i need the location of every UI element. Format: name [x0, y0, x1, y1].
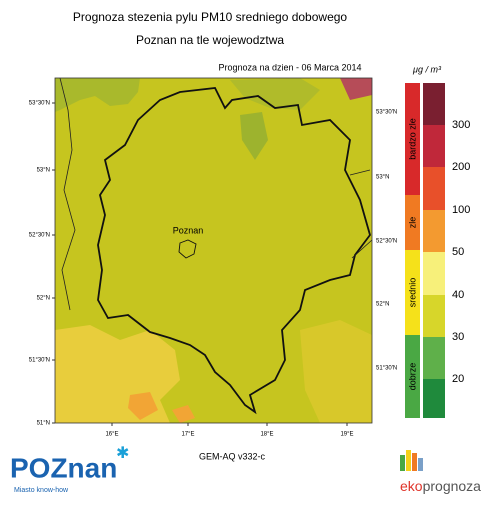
lon-label: 19°E: [340, 432, 353, 438]
concentration-area: [340, 78, 372, 100]
category-label: bardzo zle: [407, 118, 417, 160]
lon-label: 16°E: [105, 432, 118, 438]
legend-tick-label: 200: [452, 161, 470, 173]
color-band: [423, 295, 445, 337]
logo-star: ✱: [116, 445, 129, 462]
color-band: [423, 210, 445, 252]
logo-left-tagline: Miasto know-how: [14, 487, 69, 494]
lat-label: 51°30'N: [376, 366, 397, 372]
city-border: [178, 239, 197, 259]
legend-tick-label: 100: [452, 204, 470, 216]
lat-label: 52°N: [376, 302, 389, 308]
logo-right-prefix: eko: [400, 478, 423, 494]
concentration-area: [240, 112, 268, 160]
color-band: [423, 167, 445, 210]
lat-label: 52°30'N: [29, 233, 50, 239]
category-label: srednio: [407, 278, 417, 308]
category-band: [405, 250, 420, 335]
concentration-area: [55, 78, 140, 112]
category-label: zle: [407, 217, 417, 229]
logo-right: ekoprognoza: [400, 478, 481, 494]
city-label: Poznan: [173, 225, 204, 235]
model-label: GEM-AQ v332-c: [199, 451, 266, 461]
category-band: [405, 335, 420, 418]
lat-label: 53°30'N: [376, 110, 397, 116]
legend-tick-label: 30: [452, 331, 464, 343]
map-area: [55, 78, 372, 423]
lat-label: 53°N: [376, 175, 389, 181]
color-band: [423, 83, 445, 125]
legend-tick-label: 40: [452, 289, 464, 301]
map-frame: [54, 77, 373, 424]
logo-right-suffix: prognoza: [423, 478, 482, 494]
lat-label: 52°N: [37, 296, 50, 302]
logo-left: POZnan: [10, 452, 117, 483]
color-band: [423, 337, 445, 379]
legend-tick-label: 50: [452, 246, 464, 258]
forecast-date: Prognoza na dzien - 06 Marca 2014: [218, 62, 361, 72]
category-label: dobrze: [407, 363, 417, 391]
lon-label: 18°E: [260, 432, 273, 438]
color-band: [423, 379, 445, 418]
concentration-area: [230, 78, 320, 110]
category-band: [405, 195, 420, 250]
legend-unit: μg / m³: [412, 64, 442, 74]
color-band: [423, 252, 445, 295]
legend-tick-label: 20: [452, 373, 464, 385]
legend-tick-label: 300: [452, 119, 470, 131]
neighbor-border: [59, 78, 372, 311]
concentration-area: [172, 405, 195, 423]
subtitle: Poznan na tle wojewodztwa: [136, 33, 284, 47]
concentration-area: [55, 325, 180, 423]
title: Prognoza stezenia pylu PM10 sredniego do…: [73, 10, 348, 24]
lat-label: 51°30'N: [29, 358, 50, 364]
logo-right-icon: [400, 450, 423, 471]
lat-label: 52°30'N: [376, 239, 397, 245]
color-band: [423, 125, 445, 167]
lon-label: 17°E: [181, 432, 194, 438]
lat-label: 53°30'N: [29, 101, 50, 107]
concentration-area: [300, 320, 372, 423]
voivodeship-border: [97, 87, 371, 415]
concentration-area: [128, 392, 158, 420]
category-band: [405, 83, 420, 195]
lat-label: 53°N: [37, 168, 50, 174]
lat-label: 51°N: [37, 421, 50, 427]
